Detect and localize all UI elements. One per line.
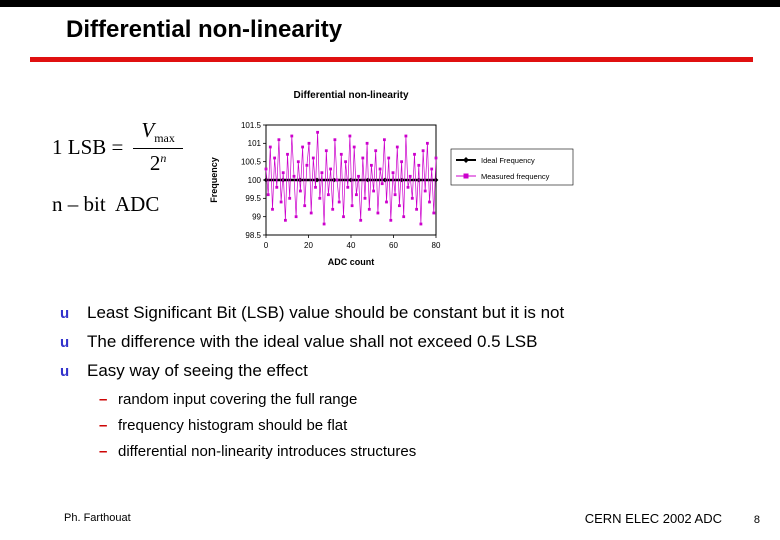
title-accent-rule (30, 57, 753, 62)
x-tick-label: 60 (389, 241, 398, 250)
dnl-chart: Differential non-linearity 101.5 101 100.5 1… (203, 85, 578, 277)
dnl-chart-svg: Differential non-linearity 101.5 101 100.5 1… (209, 90, 574, 267)
y-tick-label: 101.5 (241, 121, 262, 130)
formula-line-1: 1 LSB = Vmax 2n (52, 118, 183, 176)
sub-bullet-list: – random input covering the full range –… (99, 391, 416, 469)
formula-numerator-var: V (141, 118, 155, 142)
dash-icon: – (99, 443, 108, 460)
sub-bullet-text: random input covering the full range (118, 391, 358, 408)
x-tick-label: 40 (347, 241, 356, 250)
chart-title: Differential non-linearity (293, 90, 408, 101)
bullet-text: Least Significant Bit (LSB) value should… (87, 303, 565, 322)
formula-adc-line: n – bit ADC (52, 192, 160, 217)
formula-numerator: Vmax (133, 118, 183, 150)
measured-series (264, 130, 438, 226)
sub-bullet-text: differential non-linearity introduces st… (118, 443, 417, 460)
y-tick-label: 99 (252, 212, 261, 221)
y-tick-label: 101 (248, 139, 262, 148)
lsb-formula: 1 LSB = Vmax 2n n – bit ADC (52, 118, 183, 217)
dash-icon: – (99, 391, 108, 408)
formula-denominator-exp: n (160, 151, 167, 166)
legend-square-icon (463, 173, 469, 179)
bullet-icon: u (60, 305, 70, 322)
y-tick-label: 100 (248, 176, 262, 185)
slide-title: Differential non-linearity (66, 16, 343, 43)
formula-numerator-sub: max (154, 131, 175, 146)
footer-author: Ph. Farthouat (64, 512, 131, 524)
sub-bullet-item: – differential non-linearity introduces … (99, 443, 416, 469)
sub-bullet-item: – random input covering the full range (99, 391, 416, 417)
formula-fraction: Vmax 2n (133, 118, 183, 176)
y-tick-label: 100.5 (241, 157, 262, 166)
dash-icon: – (99, 417, 108, 434)
top-edge-bar (0, 0, 780, 7)
formula-denominator: 2n (133, 149, 183, 176)
footer-page-number: 8 (753, 514, 760, 526)
x-axis-label: ADC count (328, 257, 375, 267)
bullet-icon: u (60, 334, 70, 351)
legend-label: Measured frequency (481, 172, 550, 181)
sub-bullet-item: – frequency histogram should be flat (99, 417, 416, 443)
y-tick-label: 98.5 (245, 231, 261, 240)
bullet-list: u Least Significant Bit (LSB) value shou… (60, 303, 564, 390)
bullet-item: u Least Significant Bit (LSB) value shou… (60, 303, 564, 332)
x-tick-label: 0 (264, 241, 269, 250)
y-tick-label: 99.5 (245, 194, 261, 203)
bullet-text: The difference with the ideal value shal… (87, 332, 538, 351)
bullet-text: Easy way of seeing the effect (87, 361, 308, 380)
formula-lhs: 1 LSB = (52, 134, 124, 159)
bullet-icon: u (60, 363, 70, 380)
bullet-item: u The difference with the ideal value sh… (60, 332, 564, 361)
x-tick-label: 20 (304, 241, 313, 250)
formula-denominator-base: 2 (149, 151, 161, 176)
y-axis-label: Frequency (209, 157, 219, 203)
footer-conference: CERN ELEC 2002 ADC (584, 511, 722, 526)
bullet-item: u Easy way of seeing the effect (60, 361, 564, 390)
legend-diamond-icon (463, 157, 469, 163)
sub-bullet-text: frequency histogram should be flat (118, 417, 348, 434)
chart-legend: Ideal Frequency Measured frequency (450, 148, 574, 186)
x-tick-label: 80 (432, 241, 441, 250)
legend-label: Ideal Frequency (481, 156, 535, 165)
